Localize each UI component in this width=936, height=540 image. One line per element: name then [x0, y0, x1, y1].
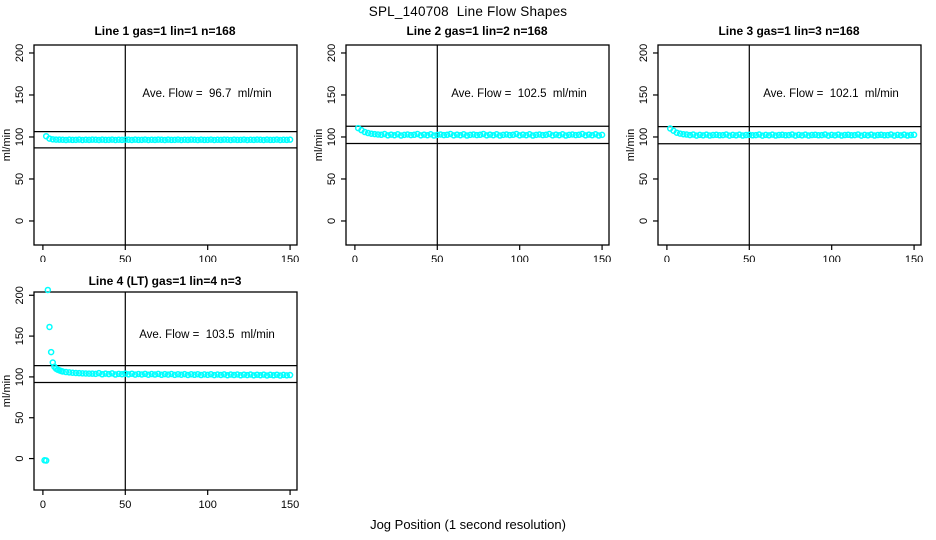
svg-text:50: 50 [638, 173, 650, 185]
svg-text:150: 150 [14, 86, 26, 104]
svg-text:100: 100 [14, 128, 26, 146]
svg-text:150: 150 [905, 254, 923, 262]
line2-flow-chart: 0 50 100 150 0 50 100 150 200 [326, 44, 611, 262]
svg-text:150: 150 [281, 254, 299, 262]
svg-text:50: 50 [119, 254, 131, 262]
page-title: SPL_140708 Line Flow Shapes [368, 4, 568, 19]
line3-flow-chart: 0 50 100 150 0 50 100 150 200 [638, 44, 923, 262]
ave-flow-label-line1: Ave. Flow = 96.7 ml/min [142, 88, 272, 100]
svg-text:150: 150 [638, 86, 650, 104]
svg-text:200: 200 [638, 44, 650, 62]
subplot-title-line2: Line 2 gas=1 lin=2 n=168 [406, 24, 548, 38]
ave-flow-label-line3: Ave. Flow = 102.1 ml/min [763, 88, 899, 100]
ave-flow-label-line2: Ave. Flow = 102.5 ml/min [451, 88, 587, 100]
svg-text:0: 0 [664, 254, 670, 262]
svg-text:0: 0 [326, 218, 338, 224]
svg-text:0: 0 [14, 218, 26, 224]
svg-text:150: 150 [281, 499, 299, 511]
svg-text:0: 0 [40, 254, 46, 262]
x-axis-label: Jog Position (1 second resolution) [370, 517, 566, 532]
svg-text:50: 50 [431, 254, 443, 262]
svg-text:50: 50 [14, 173, 26, 185]
svg-text:200: 200 [326, 44, 338, 62]
svg-text:50: 50 [119, 499, 131, 511]
ave-flow-label-line4: Ave. Flow = 103.5 ml/min [139, 329, 275, 341]
svg-text:100: 100 [199, 499, 217, 511]
svg-text:0: 0 [40, 499, 46, 511]
svg-text:100: 100 [638, 128, 650, 146]
svg-text:200: 200 [14, 44, 26, 62]
svg-text:100: 100 [326, 128, 338, 146]
line1-flow-chart: 0 50 100 150 0 50 100 150 200 [14, 44, 299, 262]
svg-text:50: 50 [743, 254, 755, 262]
svg-text:100: 100 [511, 254, 529, 262]
subplot-title-line3: Line 3 gas=1 lin=3 n=168 [718, 24, 860, 38]
svg-text:200: 200 [14, 286, 26, 304]
svg-text:0: 0 [638, 218, 650, 224]
svg-text:150: 150 [326, 86, 338, 104]
line4-flow-chart: 0 50 100 150 0 50 100 150 200 [14, 286, 299, 511]
subplot-title-line1: Line 1 gas=1 lin=1 n=168 [94, 24, 236, 38]
subplot-title-line4: Line 4 (LT) gas=1 lin=4 n=3 [88, 274, 242, 288]
svg-text:150: 150 [593, 254, 611, 262]
svg-text:100: 100 [823, 254, 841, 262]
svg-text:100: 100 [199, 254, 217, 262]
svg-text:150: 150 [14, 327, 26, 345]
svg-text:0: 0 [352, 254, 358, 262]
svg-text:50: 50 [14, 412, 26, 424]
svg-text:0: 0 [14, 456, 26, 462]
svg-text:100: 100 [14, 368, 26, 386]
svg-text:50: 50 [326, 173, 338, 185]
